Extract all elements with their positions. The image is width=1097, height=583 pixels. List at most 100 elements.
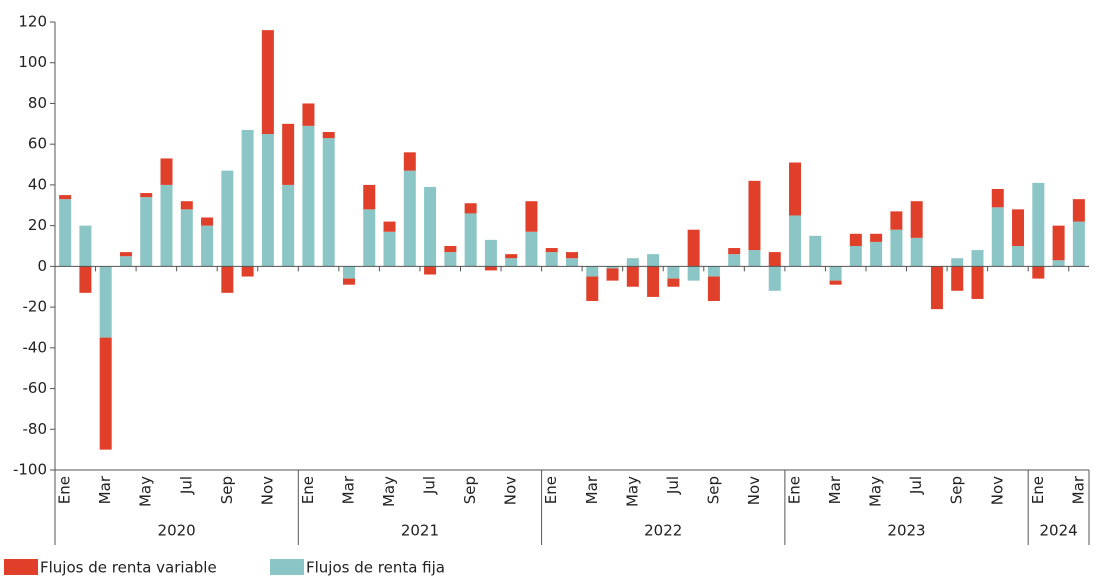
y-tick-label: 80	[28, 94, 47, 112]
bar-segment	[687, 229, 700, 267]
bar-segment	[667, 278, 680, 287]
y-tick-label: 60	[28, 135, 47, 153]
x-tick-label: Mar	[96, 475, 114, 504]
x-tick-label: Nov	[502, 476, 520, 505]
bar-segment	[221, 170, 234, 267]
bar-segment	[444, 246, 457, 253]
bar-segment	[1012, 246, 1025, 267]
bar-segment	[748, 250, 761, 267]
legend-swatch	[270, 559, 304, 575]
bar-segment	[849, 233, 862, 246]
bar-segment	[728, 254, 741, 267]
bar-segment	[789, 162, 802, 216]
bar-segment	[180, 209, 193, 267]
bar-segment	[59, 195, 72, 200]
year-label: 2021	[401, 522, 439, 540]
bar-segment	[59, 199, 72, 267]
bar-segment	[363, 209, 376, 267]
bar-segment	[261, 30, 274, 134]
bar-segment	[1032, 182, 1045, 267]
bar-segment	[647, 266, 660, 297]
x-tick-label: Mar	[339, 475, 357, 504]
bar-segment	[687, 266, 700, 281]
bar-segment	[809, 235, 822, 267]
legend-label: Flujos de renta fija	[306, 559, 445, 577]
legend-label: Flujos de renta variable	[40, 559, 217, 577]
bar-segment	[119, 256, 132, 267]
x-tick-label: May	[623, 476, 641, 507]
bar-segment	[180, 201, 193, 210]
bar-segment	[525, 231, 538, 267]
bar-segment	[951, 258, 964, 267]
bar-segment	[971, 266, 984, 299]
x-tick-label: May	[380, 476, 398, 507]
x-tick-label: Sep	[461, 476, 479, 504]
bar-segment	[586, 266, 599, 277]
year-label: 2020	[158, 522, 196, 540]
bar-segment	[1072, 199, 1085, 222]
bar-segment	[870, 233, 883, 242]
bar-segment	[140, 193, 153, 198]
y-tick-label: -40	[23, 338, 48, 356]
bar-segment	[728, 248, 741, 255]
bar-segment	[505, 254, 518, 259]
x-tick-label: Jul	[177, 476, 195, 495]
year-label: 2023	[887, 522, 925, 540]
bar-segment	[119, 252, 132, 257]
bar-segment	[282, 123, 295, 185]
x-tick-label: Sep	[704, 476, 722, 504]
x-tick-label: Ene	[786, 476, 804, 504]
bar-segment	[606, 266, 619, 269]
bar-segment	[910, 201, 923, 238]
y-tick-label: -60	[23, 379, 48, 397]
bar-segment	[484, 266, 497, 271]
bar-segment	[870, 241, 883, 267]
bar-segment	[890, 211, 903, 230]
bar-segment	[403, 170, 416, 267]
bar-segment	[221, 266, 234, 293]
x-tick-label: Ene	[299, 476, 317, 504]
y-tick-label: -100	[13, 461, 47, 479]
bar-segment	[79, 266, 92, 293]
bar-segment	[910, 237, 923, 267]
y-tick-label: -80	[23, 420, 48, 438]
bar-segment	[991, 207, 1004, 267]
bar-segment	[829, 266, 842, 281]
bar-segment	[748, 180, 761, 251]
bar-segment	[322, 138, 335, 267]
bar-segment	[241, 266, 254, 277]
x-tick-label: Ene	[56, 476, 74, 504]
bar-segment	[525, 201, 538, 232]
bar-segment	[566, 258, 578, 267]
bar-segment	[951, 266, 964, 291]
bar-segment	[768, 252, 781, 267]
bar-segment	[971, 250, 984, 267]
x-tick-label: Nov	[988, 476, 1006, 505]
x-tick-label: Sep	[948, 476, 966, 504]
x-tick-label: Mar	[583, 475, 601, 504]
bar-segment	[424, 186, 437, 267]
bar-segment	[261, 134, 274, 267]
bar-segment	[1032, 266, 1045, 279]
bar-segment	[241, 129, 254, 267]
x-tick-label: May	[867, 476, 885, 507]
bar-segment	[829, 280, 842, 285]
bar-segment	[201, 217, 214, 226]
bar-segment	[707, 276, 720, 301]
bar-segment	[545, 252, 558, 267]
bar-segment	[140, 197, 153, 267]
y-tick-label: 100	[18, 53, 47, 71]
bar-segment	[768, 266, 781, 291]
x-tick-label: Ene	[1029, 476, 1047, 504]
bar-segment	[890, 229, 903, 267]
bar-segment	[1052, 260, 1065, 267]
bar-segment	[505, 258, 518, 267]
bar-segment	[424, 266, 437, 275]
bar-segment	[484, 239, 497, 267]
bar-segment	[849, 246, 862, 267]
bar-segment	[1012, 209, 1025, 246]
bar-segment	[160, 184, 173, 267]
bar-segment	[586, 276, 599, 301]
x-tick-label: Sep	[218, 476, 236, 504]
